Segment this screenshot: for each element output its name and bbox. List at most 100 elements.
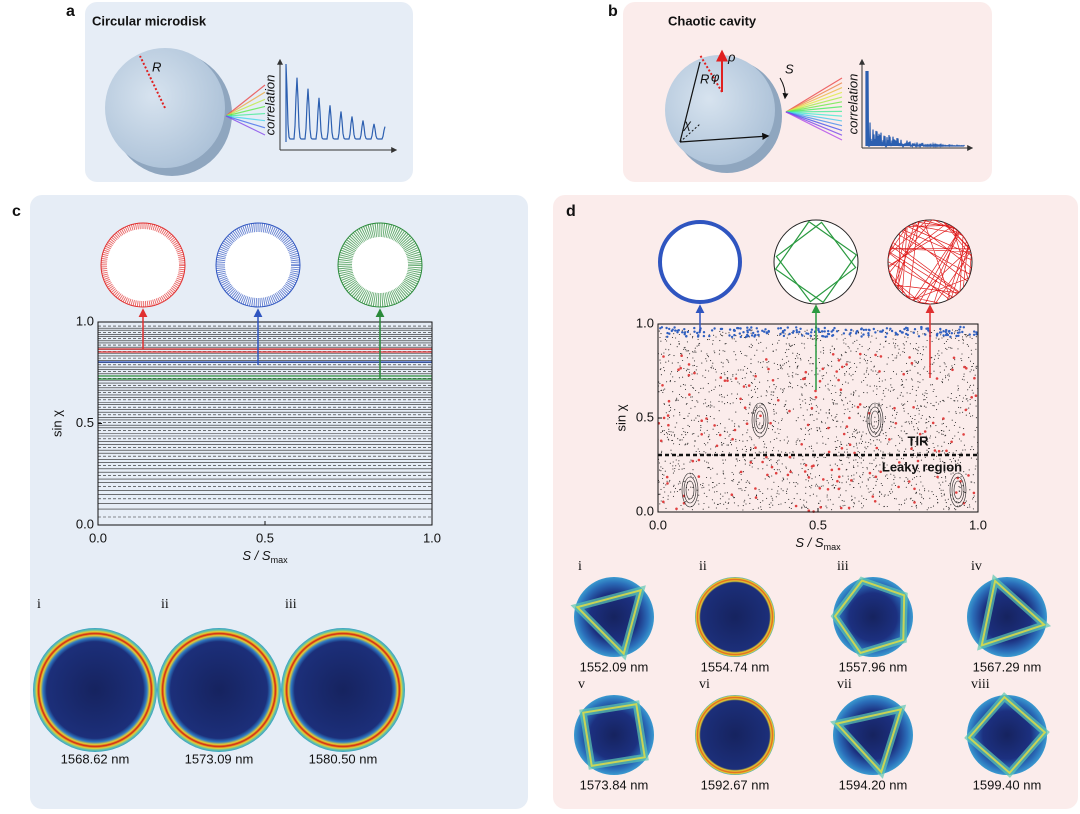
phase-point [954,359,956,361]
phase-point [836,479,839,483]
phase-point [705,402,707,404]
phase-point [969,489,971,491]
island [870,410,880,430]
phase-point [732,473,735,475]
phase-point [809,428,811,430]
phase-point [901,403,903,405]
phase-point [944,363,946,365]
phase-point [689,461,691,463]
phase-point [710,477,712,479]
phase-point [679,439,681,441]
phase-point [831,345,833,347]
phase-point [902,458,905,460]
phase-point [776,469,778,471]
phase-point [783,478,785,480]
phase-point [904,502,906,504]
phase-point [917,352,919,354]
phase-point [761,426,763,428]
phase-point [900,504,902,506]
phase-point [761,424,763,427]
phase-point [892,342,895,344]
phase-point [850,328,853,332]
phase-point [901,370,903,372]
phase-point [880,405,882,407]
phase-point [837,467,841,471]
phase-point [788,375,790,377]
phase-point [870,369,872,371]
phase-point [803,377,806,381]
phase-point [777,450,779,452]
phase-point [670,491,672,493]
phase-point [807,474,809,476]
phase-point [782,490,784,492]
phase-point [890,473,892,475]
mode-field [574,695,654,775]
phase-point [901,425,903,427]
phase-point [884,494,886,496]
phase-point [660,362,662,364]
phase-point [710,404,712,406]
phase-point [917,350,919,352]
phase-point [957,462,959,464]
phase-point [963,375,965,378]
phase-point [965,398,967,400]
phase-point [662,500,665,504]
phase-point [848,443,852,447]
phase-point [670,406,672,409]
phase-point [838,475,841,479]
mode-field [281,628,405,752]
phase-point [951,419,953,421]
phase-point [754,496,758,499]
phase-point [822,352,825,354]
phase-point [766,464,768,466]
phase-point [886,363,888,365]
phase-point [833,348,835,350]
phase-point [808,403,810,406]
phase-point [779,440,781,442]
phase-point [918,421,920,423]
phase-point [804,370,808,374]
phase-point [887,453,889,455]
phase-point [919,493,921,495]
phase-point [721,396,723,398]
phase-point [696,365,698,368]
phase-point [898,509,900,511]
phase-point [908,482,910,485]
phase-point [790,345,792,347]
phase-point [933,449,937,452]
phase-point [848,442,850,444]
phase-point [754,446,757,450]
phase-point [723,430,725,432]
phase-point [841,383,844,385]
ray-ring [658,220,742,304]
phase-point [899,436,901,438]
phase-point [663,482,665,484]
phase-point [945,328,948,332]
phase-point [899,394,901,396]
phase-point [752,508,754,510]
phase-point [868,329,871,332]
phase-point [722,350,724,352]
phase-point [901,331,904,334]
phase-point [809,334,812,337]
phase-point [877,405,879,407]
phase-point [745,449,748,451]
phase-point [732,328,736,332]
phase-point [735,359,737,361]
phase-point [896,458,898,460]
phase-point [690,459,692,461]
phase-point [744,490,746,492]
phase-point [833,375,835,377]
phase-point [788,332,791,336]
phase-point [750,330,752,332]
phase-point [886,505,888,508]
phase-point [699,342,701,344]
phase-point [933,362,935,364]
phase-point [801,467,803,470]
phase-point [975,367,977,369]
phase-point [746,367,749,369]
phase-point [794,358,796,360]
phase-point [923,349,925,351]
phase-point [788,343,790,345]
phase-point [954,363,956,366]
